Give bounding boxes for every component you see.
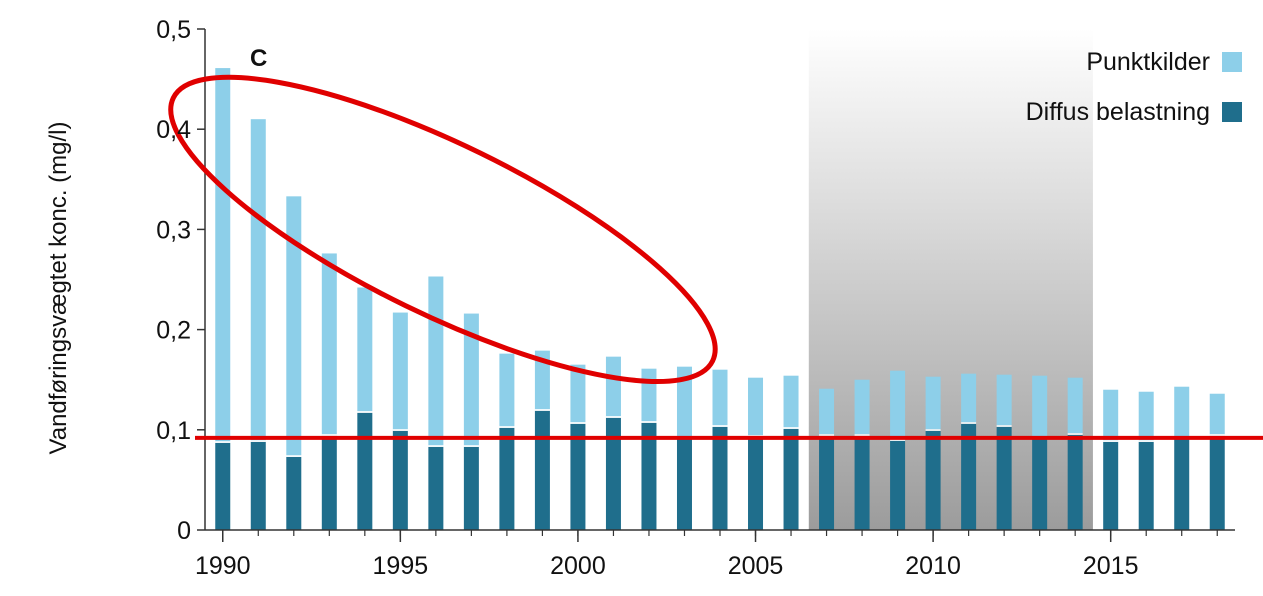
x-tick-label: 2015 <box>1083 552 1139 580</box>
bar-diffus-2003 <box>676 438 692 530</box>
bar-punktkilder-2007 <box>819 388 835 435</box>
y-tick-label: 0,3 <box>156 216 191 244</box>
legend-swatch-1 <box>1222 102 1242 122</box>
legend-label: Diffus belastning <box>1026 98 1210 126</box>
y-tick-label: 0,2 <box>156 317 191 345</box>
bar-diffus-2001 <box>605 417 621 530</box>
panel-letter: C <box>250 45 267 72</box>
bar-diffus-2011 <box>961 423 977 530</box>
bar-diffus-2007 <box>819 435 835 530</box>
bar-diffus-1999 <box>534 410 550 530</box>
bar-punktkilder-2006 <box>783 375 799 428</box>
legend-swatch-0 <box>1222 52 1242 72</box>
bar-punktkilder-2014 <box>1067 377 1083 434</box>
y-tick-label: 0,5 <box>156 16 191 44</box>
bar-diffus-2012 <box>996 426 1012 530</box>
y-tick-label: 0,1 <box>156 417 191 445</box>
bar-diffus-1995 <box>392 430 408 530</box>
bar-diffus-2004 <box>712 426 728 530</box>
bar-diffus-1996 <box>428 446 444 530</box>
bar-punktkilder-2016 <box>1138 391 1154 441</box>
bar-diffus-2009 <box>890 440 906 530</box>
bar-diffus-1998 <box>499 427 515 530</box>
bar-punktkilder-1992 <box>286 196 302 456</box>
annotation-ellipse <box>168 74 718 384</box>
bar-punktkilder-2015 <box>1103 389 1119 441</box>
y-axis-title: Vandføringsvægtet konc. (mg/l) <box>45 121 72 454</box>
bar-diffus-2016 <box>1138 441 1154 530</box>
bar-diffus-1991 <box>250 441 266 530</box>
bar-diffus-2018 <box>1209 435 1225 530</box>
bar-diffus-2013 <box>1032 438 1048 530</box>
bar-diffus-2002 <box>641 422 657 530</box>
bar-punktkilder-1993 <box>321 253 337 435</box>
x-tick-label: 2000 <box>550 552 606 580</box>
bar-punktkilder-1991 <box>250 119 266 441</box>
x-tick-label: 1995 <box>373 552 429 580</box>
bar-diffus-2015 <box>1103 441 1119 530</box>
x-tick-label: 2010 <box>905 552 961 580</box>
bar-punktkilder-2004 <box>712 369 728 426</box>
bar-punktkilder-2010 <box>925 376 941 430</box>
bar-punktkilder-1997 <box>463 313 479 446</box>
legend-label: Punktkilder <box>1086 48 1210 76</box>
bar-diffus-2014 <box>1067 434 1083 530</box>
x-tick-label: 2005 <box>728 552 784 580</box>
bar-punktkilder-2005 <box>748 377 764 436</box>
y-tick-label: 0,4 <box>156 116 191 144</box>
bar-diffus-1992 <box>286 456 302 530</box>
bar-diffus-2017 <box>1174 438 1190 530</box>
bar-punktkilder-2018 <box>1209 393 1225 435</box>
bar-punktkilder-2009 <box>890 370 906 440</box>
bar-punktkilder-2017 <box>1174 386 1190 438</box>
bar-punktkilder-1994 <box>357 287 373 412</box>
bar-punktkilder-2003 <box>676 366 692 438</box>
bar-punktkilder-2002 <box>641 368 657 422</box>
bar-punktkilder-1998 <box>499 353 515 427</box>
bar-punktkilder-2001 <box>605 356 621 417</box>
y-tick-label: 0 <box>177 517 191 545</box>
bar-diffus-2005 <box>748 436 764 530</box>
bar-diffus-2008 <box>854 435 870 530</box>
bar-punktkilder-2000 <box>570 364 586 423</box>
bar-diffus-2000 <box>570 423 586 530</box>
bar-punktkilder-2011 <box>961 373 977 423</box>
bar-diffus-2010 <box>925 430 941 530</box>
bar-diffus-2006 <box>783 428 799 530</box>
bar-punktkilder-1995 <box>392 312 408 430</box>
bar-punktkilder-2008 <box>854 379 870 435</box>
bar-punktkilder-1996 <box>428 276 444 446</box>
bar-diffus-1997 <box>463 446 479 530</box>
x-tick-label: 1990 <box>195 552 251 580</box>
bar-diffus-1990 <box>215 442 231 530</box>
bar-punktkilder-2013 <box>1032 375 1048 438</box>
bar-diffus-1994 <box>357 412 373 530</box>
bar-punktkilder-1999 <box>534 350 550 410</box>
bar-punktkilder-2012 <box>996 374 1012 426</box>
bar-diffus-1993 <box>321 435 337 530</box>
bar-punktkilder-1990 <box>215 68 231 442</box>
